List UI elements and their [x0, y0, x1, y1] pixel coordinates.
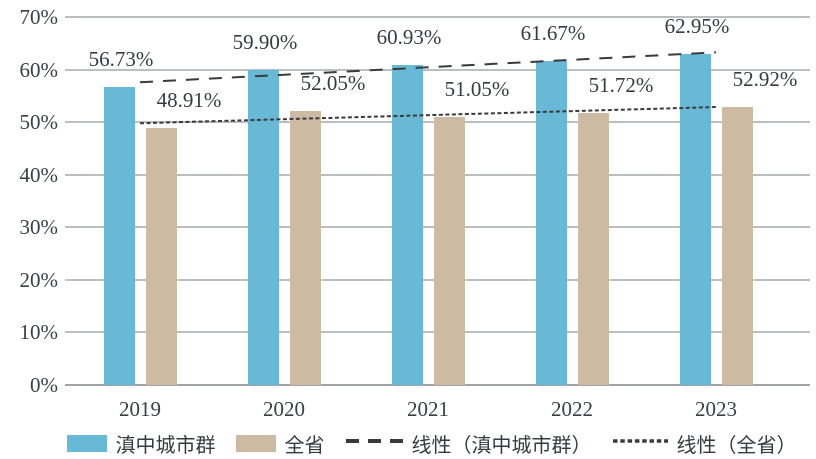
gridline — [65, 16, 810, 18]
y-tick-label: 30% — [19, 215, 59, 240]
bar-dianzhong — [248, 70, 279, 385]
bar-dianzhong — [392, 64, 423, 385]
x-tick-label: 2023 — [695, 397, 737, 421]
x-tick-label: 2022 — [551, 397, 593, 421]
legend-swatch-tan-icon — [235, 434, 276, 452]
y-tick-label: 20% — [19, 267, 59, 292]
y-tick-label: 40% — [19, 162, 59, 187]
legend-dotted-line-icon — [612, 432, 668, 455]
value-label-dianzhong: 56.73% — [88, 46, 154, 71]
bar-quansheng — [578, 113, 609, 385]
legend-label-quansheng: 全省 — [284, 434, 325, 457]
value-label-quansheng: 52.05% — [300, 71, 366, 96]
y-tick-label: 70% — [19, 5, 59, 29]
bar-dianzhong — [536, 60, 567, 385]
x-axis-line — [65, 384, 810, 386]
x-tick-label: 2020 — [263, 397, 305, 421]
bar-dianzhong — [104, 86, 135, 385]
y-tick-label: 50% — [19, 110, 59, 135]
legend-swatch-blue-icon — [66, 434, 107, 452]
value-label-dianzhong: 59.90% — [232, 30, 298, 55]
value-label-quansheng: 52.92% — [732, 66, 798, 91]
legend-label-dianzhong: 滇中城市群 — [115, 434, 216, 457]
y-tick-label: 10% — [19, 320, 59, 345]
bar-quansheng — [434, 116, 465, 385]
chart-legend: 滇中城市群 全省 线性（滇中城市群） 线性（全省） — [58, 430, 816, 457]
value-label-dianzhong: 62.95% — [664, 14, 730, 39]
bar-quansheng — [290, 111, 321, 385]
value-label-quansheng: 51.05% — [444, 76, 510, 101]
y-tick-label: 0% — [30, 373, 58, 397]
bar-quansheng — [146, 127, 177, 385]
x-tick-label: 2019 — [119, 397, 161, 421]
x-tick-label: 2021 — [407, 397, 449, 421]
legend-label-linear-quansheng: 线性（全省） — [676, 434, 797, 457]
value-label-quansheng: 51.72% — [588, 73, 654, 98]
value-label-quansheng: 48.91% — [156, 87, 222, 112]
bar-quansheng — [722, 106, 753, 385]
value-label-dianzhong: 60.93% — [376, 24, 442, 49]
legend-dashed-line-icon — [345, 432, 403, 455]
legend-label-linear-dianzhong: 线性（滇中城市群） — [411, 434, 592, 457]
value-label-dianzhong: 61.67% — [520, 20, 586, 45]
y-tick-label: 60% — [19, 57, 59, 82]
bar-dianzhong — [680, 54, 711, 385]
